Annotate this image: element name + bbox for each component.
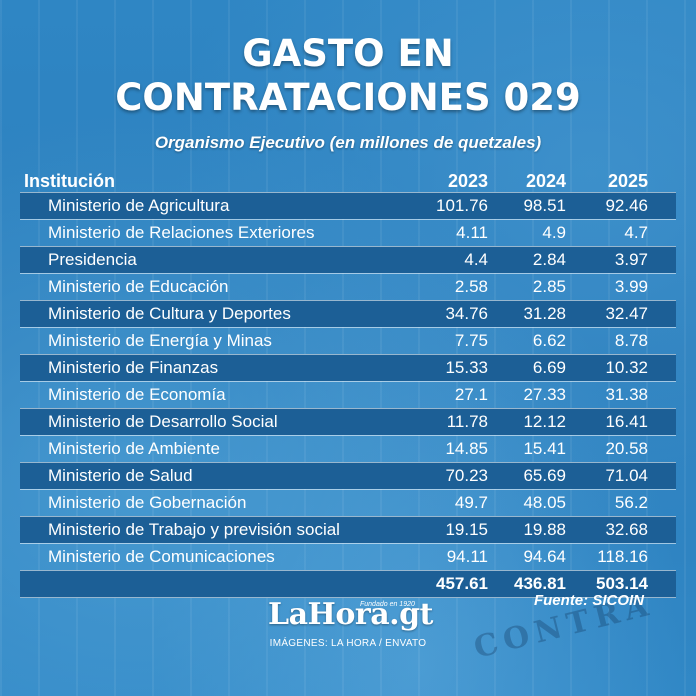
cell-2023: 70.23 [445, 466, 488, 485]
cell-2025: 118.16 [597, 547, 648, 566]
table-row: Ministerio de Comunicaciones 94.11 94.64 11… [20, 543, 676, 570]
table-body: Ministerio de Agricultura 101.76 98.51 92.4… [20, 192, 676, 570]
header-2024: 2024 [525, 171, 566, 191]
table-row: Presidencia 4.4 2.84 3.97 [20, 246, 676, 273]
table-row: Ministerio de Energía y Minas 7.75 6.62 8.7… [20, 327, 676, 354]
cell-2023: 11.78 [446, 412, 488, 431]
table-row: Ministerio de Desarrollo Social 11.78 12.1… [20, 408, 676, 435]
cell-2023: 19.15 [445, 520, 488, 539]
table-row: Ministerio de Finanzas 15.33 6.69 10.32 [20, 354, 676, 381]
cell-institucion: Ministerio de Economía [48, 385, 226, 404]
table-total-row: 457.61 436.81 503.14 [20, 570, 676, 598]
cell-2024: 2.85 [532, 277, 566, 296]
table-row: Ministerio de Ambiente 14.85 15.41 20.58 [20, 435, 676, 462]
cell-2024: 31.28 [523, 304, 566, 323]
cell-2024: 12.12 [523, 412, 566, 431]
cell-2023: 101.76 [436, 196, 488, 215]
cell-institucion: Ministerio de Comunicaciones [48, 547, 275, 566]
cell-2024: 6.62 [532, 331, 566, 350]
cell-institucion: Ministerio de Desarrollo Social [48, 412, 278, 431]
cell-institucion: Ministerio de Ambiente [48, 439, 220, 458]
table-row: Ministerio de Relaciones Exteriores 4.11 4… [20, 219, 676, 246]
table-row: Ministerio de Cultura y Deportes 34.76 31.… [20, 300, 676, 327]
cell-institucion: Ministerio de Relaciones Exteriores [48, 223, 315, 242]
cell-2025: 16.41 [605, 412, 648, 431]
cell-institucion: Ministerio de Educación [48, 277, 229, 296]
cell-2025: 8.78 [614, 331, 648, 350]
cell-institucion: Ministerio de Energía y Minas [48, 331, 272, 350]
cell-2025: 20.58 [605, 439, 648, 458]
cell-institucion: Ministerio de Gobernación [48, 493, 247, 512]
cell-2024: 98.51 [523, 196, 566, 215]
table-header: Institución 2023 2024 2025 [20, 170, 676, 192]
spending-table: Institución 2023 2024 2025 Ministerio de… [20, 170, 676, 598]
cell-2024: 6.69 [532, 358, 566, 377]
cell-2025: 32.47 [605, 304, 648, 323]
logo-tagline: Fundado en 1920 [360, 601, 415, 608]
cell-2025: 31.38 [605, 385, 648, 404]
cell-2023: 94.11 [446, 547, 488, 566]
cell-2023: 34.76 [445, 304, 488, 323]
cell-2025: 3.99 [614, 277, 648, 296]
cell-2025: 4.7 [624, 223, 648, 242]
cell-2024: 65.69 [523, 466, 566, 485]
table-row: Ministerio de Gobernación 49.7 48.05 56.2 [20, 489, 676, 516]
total-2024: 436.81 [514, 574, 566, 593]
cell-2023: 2.58 [454, 277, 488, 296]
cell-2024: 4.9 [542, 223, 566, 242]
image-credits: IMÁGENES: LA HORA / ENVATO [269, 638, 427, 649]
cell-institucion: Presidencia [48, 250, 137, 269]
cell-institucion: Ministerio de Cultura y Deportes [48, 304, 291, 323]
cell-2025: 32.68 [605, 520, 648, 539]
cell-2025: 10.32 [605, 358, 648, 377]
cell-2024: 48.05 [523, 493, 566, 512]
total-2025: 503.14 [596, 574, 648, 593]
cell-2023: 4.11 [456, 223, 488, 242]
page-title: GASTO EN CONTRATACIONES 029 [0, 32, 696, 120]
total-2023: 457.61 [436, 574, 488, 593]
cell-2024: 94.64 [523, 547, 566, 566]
cell-institucion: Ministerio de Trabajo y previsión social [48, 520, 340, 539]
cell-2024: 19.88 [523, 520, 566, 539]
cell-2023: 14.85 [445, 439, 488, 458]
cell-2024: 2.84 [532, 250, 566, 269]
lahora-logo: LaHora.gt [268, 597, 433, 632]
title-line-2: CONTRATACIONES 029 [115, 76, 581, 119]
cell-2025: 71.04 [605, 466, 648, 485]
cell-2025: 56.2 [614, 493, 648, 512]
source-note: Fuente: SICOIN [533, 592, 644, 609]
table-row: Ministerio de Trabajo y previsión social… [20, 516, 676, 543]
cell-2024: 15.41 [523, 439, 566, 458]
cell-2023: 49.7 [454, 493, 488, 512]
header-institucion: Institución [24, 171, 115, 191]
cell-institucion: Ministerio de Finanzas [48, 358, 219, 377]
page-subtitle: Organismo Ejecutivo (en millones de quet… [154, 133, 542, 152]
header-2025: 2025 [607, 171, 648, 191]
table-row: Ministerio de Economía 27.1 27.33 31.38 [20, 381, 676, 408]
cell-2025: 3.97 [614, 250, 648, 269]
cell-2023: 27.1 [454, 385, 488, 404]
cell-institucion: Ministerio de Agricultura [48, 196, 230, 215]
cell-2023: 4.4 [464, 250, 488, 269]
cell-2025: 92.46 [605, 196, 648, 215]
header-2023: 2023 [447, 171, 488, 191]
cell-institucion: Ministerio de Salud [48, 466, 193, 485]
title-line-1: GASTO EN [242, 32, 454, 75]
cell-2023: 7.75 [454, 331, 488, 350]
cell-2023: 15.33 [445, 358, 488, 377]
table-row: Ministerio de Agricultura 101.76 98.51 92.4… [20, 192, 676, 219]
table-row: Ministerio de Educación 2.58 2.85 3.99 [20, 273, 676, 300]
cell-2024: 27.33 [523, 385, 566, 404]
table-row: Ministerio de Salud 70.23 65.69 71.04 [20, 462, 676, 489]
